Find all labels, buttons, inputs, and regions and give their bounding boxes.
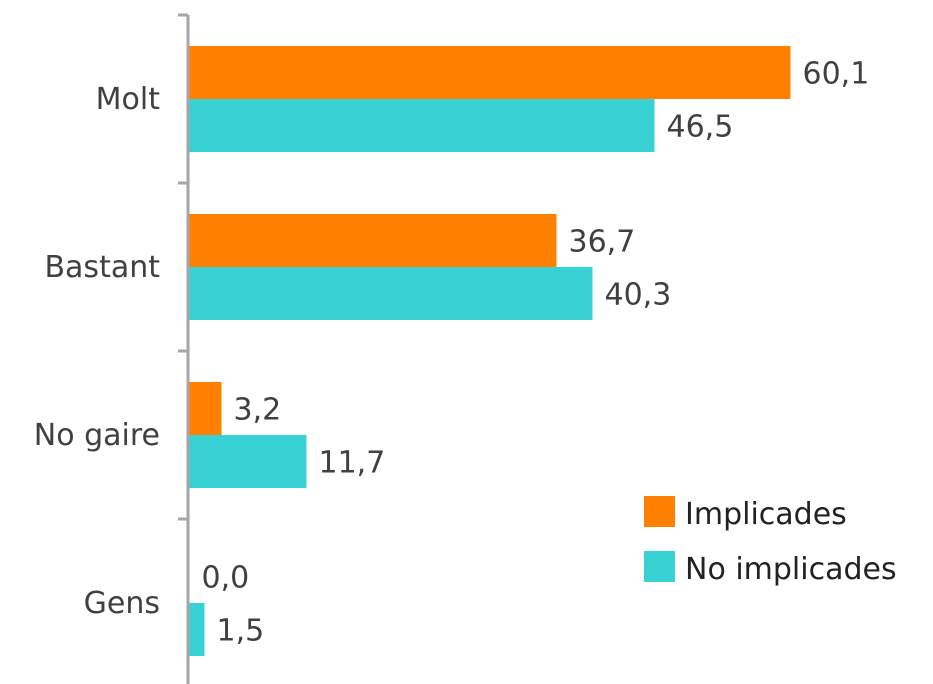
bar xyxy=(189,603,205,656)
data-label: 36,7 xyxy=(569,225,636,260)
data-label: 3,2 xyxy=(234,393,282,428)
data-label: 60,1 xyxy=(803,57,870,92)
category-axis xyxy=(178,13,190,684)
bar xyxy=(189,46,791,99)
legend-label: No implicades xyxy=(685,552,897,587)
legend-label: Implicades xyxy=(685,497,847,532)
bar xyxy=(189,214,557,267)
category-label: Molt xyxy=(96,82,161,117)
legend-swatch xyxy=(644,551,675,582)
data-label: 1,5 xyxy=(217,614,265,649)
bar xyxy=(189,435,307,488)
category-label: No gaire xyxy=(34,418,160,453)
value-labels: 60,1 46,5 36,7 40,3 3,2 11,7 0,0 1,5 xyxy=(202,57,870,649)
category-label: Gens xyxy=(84,586,160,621)
category-labels: Molt Bastant No gaire Gens xyxy=(34,82,160,621)
data-label: 46,5 xyxy=(667,110,734,145)
data-label: 0,0 xyxy=(202,561,250,596)
bar xyxy=(189,99,655,152)
bar xyxy=(189,382,222,435)
data-label: 11,7 xyxy=(319,446,386,481)
category-label: Bastant xyxy=(44,250,160,285)
legend: Implicades No implicades xyxy=(644,496,897,587)
data-label: 40,3 xyxy=(605,278,672,313)
bar xyxy=(189,267,593,320)
bars xyxy=(189,46,791,656)
legend-swatch xyxy=(644,496,675,527)
